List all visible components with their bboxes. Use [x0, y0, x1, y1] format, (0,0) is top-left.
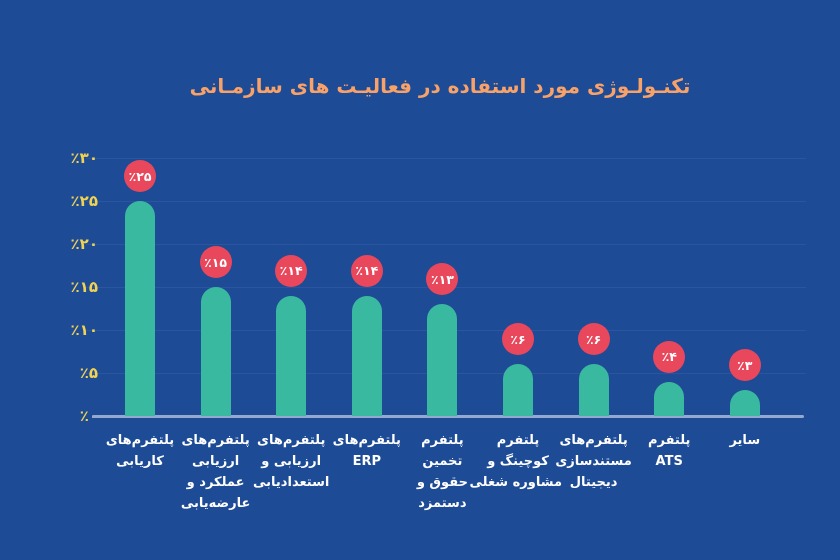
- category-line: پلتفرم: [421, 433, 464, 448]
- x-axis-category-label: پلتفرم‌های مستندسازی دیجیتال: [550, 430, 638, 493]
- bar: [276, 295, 307, 416]
- value-badge: ٪۶: [577, 323, 610, 356]
- x-axis-category-label: پلتفرم‌های کاریابی: [96, 430, 184, 472]
- x-axis-category-label: پلتفرم‌های ارزیابی عملکرد و عارضه‌یابی: [172, 430, 260, 514]
- value-badge: ٪۱۵: [199, 246, 232, 278]
- bar: [654, 381, 685, 416]
- category-line: حقوق و: [416, 475, 468, 490]
- category-line: پلتفرم‌های: [257, 433, 326, 448]
- category-line: ارزیابی و: [261, 454, 322, 469]
- gridline: [86, 243, 806, 245]
- x-axis-category-label: پلتفرم ATS: [625, 430, 713, 472]
- bar: [729, 390, 760, 416]
- category-line: پلتفرم‌های: [181, 433, 250, 448]
- y-axis-tick-label: ٪۳۰: [70, 149, 98, 167]
- x-axis-category-label: سایر: [701, 430, 789, 451]
- category-line: پلتفرم: [496, 433, 540, 448]
- value-badge: ٪۱۳: [426, 263, 459, 296]
- category-line: مستندسازی: [555, 454, 632, 469]
- value-badge: ٪۴: [653, 340, 686, 373]
- category-line: سایر: [729, 433, 761, 448]
- value-badge: ٪۳: [728, 349, 761, 382]
- x-axis-category-label: پلتفرم‌های ERP: [323, 430, 411, 472]
- category-line: استعدادیابی: [253, 475, 330, 490]
- bar: [427, 304, 458, 416]
- category-line: پلتفرم‌های: [559, 433, 628, 448]
- y-axis-tick-label: ٪۰: [79, 407, 98, 425]
- category-line: تخمین: [422, 454, 463, 469]
- category-line: ERP: [352, 454, 381, 469]
- y-axis-tick-label: ٪۲۵: [70, 192, 98, 210]
- gridline: [86, 157, 806, 159]
- x-axis-category-label: پلتفرم تخمین حقوق و دستمزد: [398, 430, 486, 514]
- category-line: ATS: [655, 454, 683, 469]
- value-badge: ٪۱۴: [275, 254, 308, 287]
- x-axis-line: [92, 415, 804, 418]
- gridline: [86, 200, 806, 202]
- bar: [503, 364, 533, 416]
- value-badge: ٪۶: [502, 323, 534, 356]
- category-line: عارضه‌یابی: [180, 496, 251, 511]
- category-line: دستمزد: [418, 496, 467, 511]
- category-line: پلتفرم‌های: [332, 433, 401, 448]
- bar: [200, 287, 231, 416]
- category-line: عملکرد و: [186, 475, 245, 490]
- value-badge: ٪۲۵: [124, 160, 156, 192]
- bar: [125, 201, 155, 416]
- category-line: کاریابی: [116, 454, 164, 469]
- category-line: کوچینگ و: [487, 454, 549, 469]
- category-line: ارزیابی: [191, 454, 240, 469]
- y-axis-tick-label: ٪۲۰: [70, 235, 98, 253]
- y-axis-tick-label: ٪۱۰: [70, 321, 98, 339]
- value-badge: ٪۱۴: [350, 254, 383, 287]
- category-line: پلتفرم‌های: [105, 433, 175, 448]
- bar: [578, 364, 609, 416]
- category-line: مشاوره شغلی: [469, 475, 562, 490]
- bar: [351, 295, 382, 416]
- x-axis-category-label: پلتفرم‌های ارزیابی و استعدادیابی: [247, 430, 335, 493]
- y-axis-tick-label: ٪۵: [79, 364, 98, 382]
- category-line: پلتفرم: [647, 433, 691, 448]
- category-line: دیجیتال: [569, 475, 618, 490]
- y-axis-tick-label: ٪۱۵: [70, 278, 98, 296]
- x-axis-category-label: پلتفرم کوچینگ و مشاوره شغلی: [469, 430, 562, 493]
- chart-title: تکنـولـوژی مورد استفاده در فعالیـت های س…: [189, 74, 691, 98]
